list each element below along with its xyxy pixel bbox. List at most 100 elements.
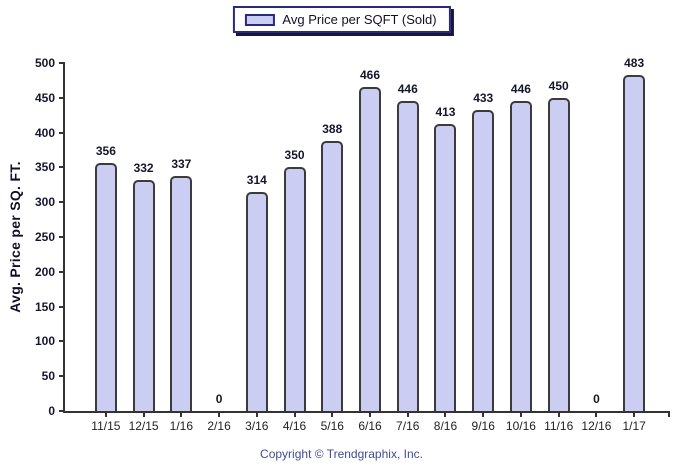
x-tick-label: 3/16 xyxy=(245,419,269,433)
bar-slot: 314 3/16 xyxy=(238,63,276,433)
bar-slot: 466 6/16 xyxy=(351,63,389,433)
y-tick-label: 350 xyxy=(34,160,55,175)
y-tick-label: 450 xyxy=(34,90,55,105)
y-tick xyxy=(59,270,65,273)
y-tick-label: 300 xyxy=(34,195,55,210)
x-tick-label: 11/15 xyxy=(91,419,121,433)
bar-value-label: 446 xyxy=(397,82,418,96)
x-tick xyxy=(482,411,485,417)
y-tick xyxy=(59,62,65,64)
x-tick xyxy=(331,411,334,417)
bar xyxy=(547,98,570,411)
bar xyxy=(132,180,155,411)
bar xyxy=(321,141,344,411)
x-tick xyxy=(293,411,296,417)
x-tick-label: 9/16 xyxy=(471,419,495,433)
y-tick xyxy=(59,201,65,204)
legend-label: Avg Price per SQFT (Sold) xyxy=(282,12,437,27)
y-tick xyxy=(59,305,65,308)
bar-value-label: 337 xyxy=(171,157,192,171)
bar-value-label: 0 xyxy=(215,392,223,406)
x-tick-label: 12/15 xyxy=(128,419,159,433)
x-tick xyxy=(180,411,183,417)
x-tick-label: 8/16 xyxy=(433,419,458,433)
bar-slot: 356 11/15 xyxy=(87,63,125,433)
y-tick-label: 400 xyxy=(34,125,55,140)
y-tick xyxy=(59,375,65,378)
x-axis-end-tick xyxy=(668,411,670,417)
y-tick-label: 50 xyxy=(41,369,55,384)
bar xyxy=(509,101,532,411)
y-tick xyxy=(59,131,65,134)
x-tick-label: 12/16 xyxy=(581,419,612,433)
bar-slot: 450 11/16 xyxy=(540,63,578,433)
copyright-text: Copyright © Trendgraphix, Inc. xyxy=(260,447,423,461)
bar-value-label: 483 xyxy=(624,56,645,70)
x-tick xyxy=(519,411,522,417)
x-tick xyxy=(142,411,145,417)
bar xyxy=(283,167,306,411)
bar-value-label: 356 xyxy=(95,144,116,158)
x-tick-label: 11/16 xyxy=(544,419,574,433)
bar xyxy=(359,87,381,411)
bar-value-label: 433 xyxy=(473,91,494,105)
bar-slot: 446 10/16 xyxy=(502,63,540,433)
bar-slot: 0 2/16 xyxy=(200,63,238,433)
bar xyxy=(170,176,193,411)
bar xyxy=(434,124,457,411)
bar-value-label: 314 xyxy=(246,173,267,187)
bar-slot: 433 9/16 xyxy=(464,63,502,433)
bar-slot: 446 7/16 xyxy=(389,63,427,433)
bar-slot: 0 12/16 xyxy=(578,63,616,433)
bar-value-label: 332 xyxy=(133,161,154,175)
bar xyxy=(245,192,268,411)
bar-slot: 413 8/16 xyxy=(427,63,465,433)
bar-value-label: 388 xyxy=(322,122,343,136)
bar-slot: 483 1/17 xyxy=(615,56,653,433)
bar-value-label: 466 xyxy=(359,68,381,82)
y-tick-label: 500 xyxy=(34,56,55,70)
y-tick xyxy=(59,410,65,412)
y-tick-label: 0 xyxy=(48,404,55,418)
x-tick-label: 2/16 xyxy=(207,419,231,433)
bar-slot: 332 12/15 xyxy=(125,63,163,433)
y-tick-label: 150 xyxy=(34,299,55,314)
bar xyxy=(623,75,646,411)
chart-legend: Avg Price per SQFT (Sold) xyxy=(232,6,451,33)
x-tick-label: 7/16 xyxy=(396,419,420,433)
x-tick xyxy=(369,411,371,417)
bar xyxy=(94,163,117,411)
y-tick-label: 200 xyxy=(34,264,55,279)
bar-value-label: 450 xyxy=(548,79,569,93)
x-tick xyxy=(406,411,409,417)
x-tick-label: 5/16 xyxy=(320,419,344,433)
y-tick xyxy=(59,340,65,343)
x-tick xyxy=(104,411,107,417)
bar-slot: 350 4/16 xyxy=(276,63,314,433)
x-tick-label: 1/16 xyxy=(169,419,194,433)
x-tick-label: 4/16 xyxy=(282,419,307,433)
x-tick xyxy=(218,411,221,417)
bar-value-label: 446 xyxy=(510,82,531,96)
bar-value-label: 0 xyxy=(593,392,600,406)
bar-value-label: 413 xyxy=(435,105,456,119)
bar-value-label: 350 xyxy=(284,148,305,162)
x-tick xyxy=(595,411,598,417)
y-tick xyxy=(59,96,65,99)
x-tick-label: 1/17 xyxy=(622,419,646,433)
x-tick-label: 10/16 xyxy=(505,419,536,433)
bar xyxy=(472,110,495,411)
bar-slot: 337 1/16 xyxy=(162,63,200,433)
x-tick xyxy=(557,411,560,417)
legend-swatch xyxy=(244,13,275,26)
bar-slot: 388 5/16 xyxy=(313,63,351,433)
y-tick xyxy=(59,236,65,238)
bars-row: 356 11/15 332 12/15 337 1/16 0 2/16 314 3/16 350 4/… xyxy=(65,56,670,433)
y-tick-label: 250 xyxy=(34,230,55,244)
x-tick-label: 6/16 xyxy=(358,419,382,433)
x-tick xyxy=(633,411,636,417)
x-tick xyxy=(444,411,447,417)
bar xyxy=(396,101,419,411)
y-tick xyxy=(59,166,65,169)
